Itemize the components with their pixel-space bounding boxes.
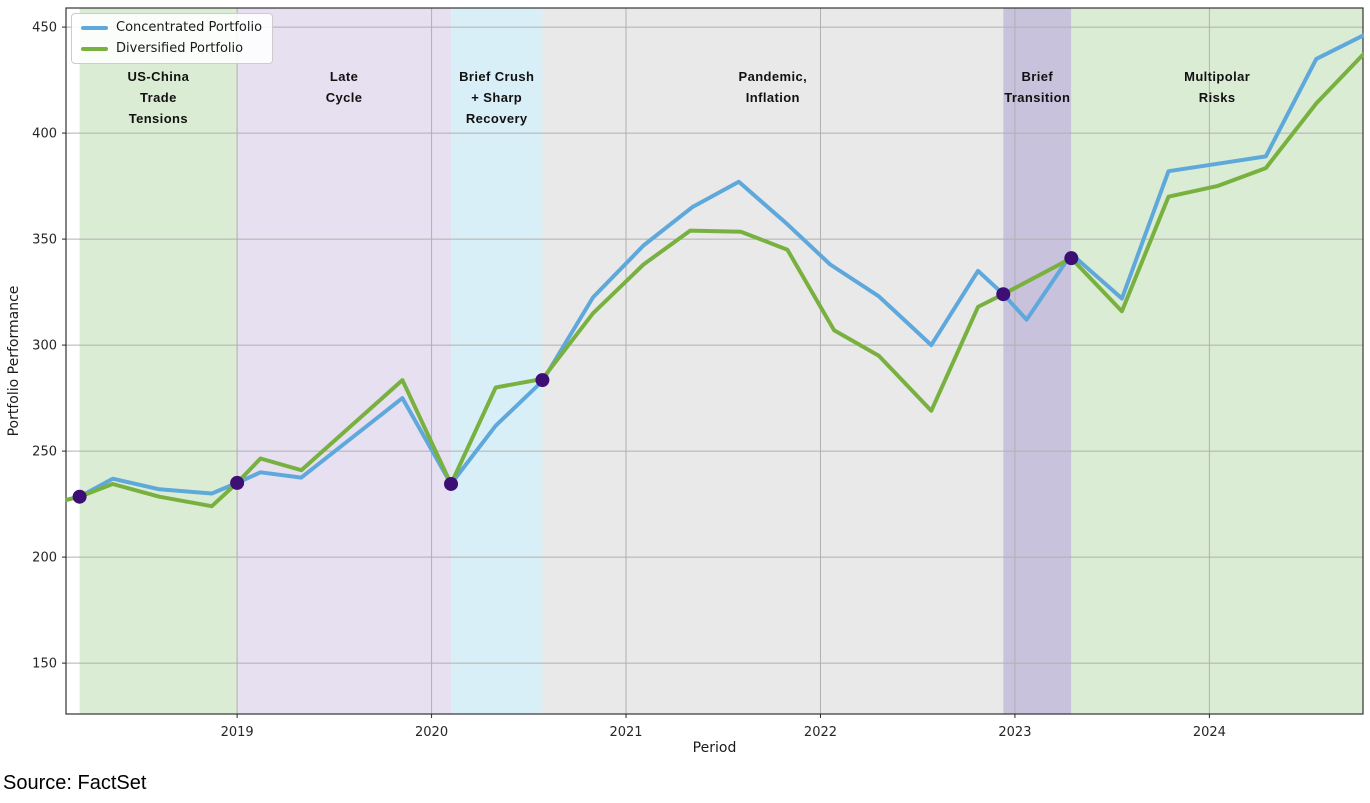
tick-label-y: 200: [32, 551, 57, 566]
region-label-pandemic-inflation: Pandemic, Inflation: [739, 69, 808, 105]
tick-label-y: 350: [32, 233, 57, 248]
region-band-brief-transition: [1003, 8, 1072, 714]
region-label-late-cycle: Late Cycle: [326, 69, 363, 105]
region-label-us-china-trade-tensions: US-China Trade Tensions: [128, 69, 190, 126]
event-marker-dot: [996, 287, 1011, 302]
tick-label-x: 2020: [415, 725, 448, 740]
event-marker-dot: [444, 476, 459, 491]
event-marker-dot: [72, 489, 87, 504]
tick-label-x: 2021: [609, 725, 642, 740]
source-note: Source: FactSet: [3, 772, 147, 794]
y-axis-title: Portfolio Performance: [6, 285, 22, 437]
tick-label-x: 2024: [1193, 725, 1226, 740]
plot-border: [65, 7, 1364, 715]
region-label-brief-transition: Brief Transition: [1004, 69, 1070, 105]
legend: Concentrated Portfolio Diversified Portf…: [71, 13, 274, 64]
event-marker-dot: [1064, 251, 1079, 266]
chart-canvas: US-China Trade Tensions Late Cycle Brief Crus…: [32, 7, 1364, 740]
legend-swatch-diversified-icon: [81, 46, 108, 51]
legend-label-concentrated: Concentrated Portfolio: [116, 20, 263, 35]
tick-label-y: 300: [32, 339, 57, 354]
tick-label-y: 150: [32, 657, 57, 672]
tick-label-y: 450: [32, 21, 57, 36]
region-band-brief-crush-sharp-recovery: [451, 8, 543, 714]
legend-swatch-concentrated-icon: [81, 25, 108, 30]
series-line-diversified-portfolio: [65, 52, 1364, 509]
region-band-us-china-trade-tensions: [79, 8, 238, 714]
tick-label-y: 250: [32, 445, 57, 460]
region-label-brief-crush-sharp-recovery: Brief Crush + Sharp Recovery: [459, 69, 534, 126]
tick-label-x: 2019: [221, 725, 254, 740]
event-marker-dot: [230, 475, 245, 490]
region-band-late-cycle: [237, 8, 452, 714]
region-band-pandemic-inflation: [542, 8, 1004, 714]
legend-label-diversified: Diversified Portfolio: [116, 41, 244, 56]
region-band-multipolar-risks: [1071, 8, 1363, 714]
tick-label-y: 400: [32, 127, 57, 142]
tick-label-x: 2023: [998, 725, 1031, 740]
region-label-multipolar-risks: Multipolar Risks: [1184, 69, 1250, 105]
tick-label-x: 2022: [804, 725, 837, 740]
legend-item-diversified: Diversified Portfolio: [81, 41, 262, 56]
event-marker-dot: [535, 373, 550, 388]
legend-item-concentrated: Concentrated Portfolio: [81, 20, 262, 35]
x-axis-title: Period: [692, 740, 737, 756]
